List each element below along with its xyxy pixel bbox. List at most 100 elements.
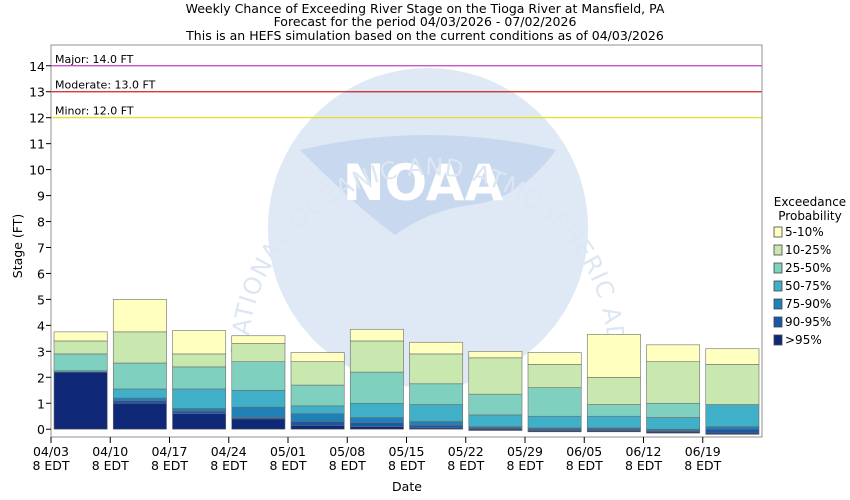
x-tick-label-11: 06/19 bbox=[685, 444, 721, 459]
bar-segment-10-5 bbox=[586, 404, 641, 417]
x-tick-sublabel-4: 8 EDT bbox=[269, 458, 306, 473]
bar-segment-9-4 bbox=[527, 415, 582, 429]
y-tick-label-8: 8 bbox=[37, 215, 45, 230]
legend-label-5: 75-90% bbox=[785, 297, 831, 311]
bar-segment-12-6 bbox=[705, 364, 760, 405]
bar-segment-6-4 bbox=[349, 402, 404, 418]
bar-segment-5-4 bbox=[290, 405, 345, 414]
bar-segment-3-4 bbox=[172, 388, 227, 409]
bar-segment-5-1 bbox=[290, 425, 345, 430]
bar-segment-2-2 bbox=[112, 400, 167, 404]
bars-layer bbox=[53, 299, 760, 435]
legend-label-2: 10-25% bbox=[785, 243, 831, 257]
y-tick-label-11: 11 bbox=[29, 137, 45, 152]
bar-segment-3-6 bbox=[172, 353, 227, 368]
legend-swatch-4 bbox=[773, 280, 783, 292]
legend-swatch-2 bbox=[773, 244, 783, 256]
x-tick-label-1: 04/10 bbox=[92, 444, 128, 459]
bar-segment-6-2 bbox=[349, 422, 404, 427]
threshold-label-3: Minor: 12.0 FT bbox=[55, 105, 134, 118]
y-tick-label-5: 5 bbox=[37, 292, 45, 307]
bar-segment-3-3 bbox=[172, 408, 227, 412]
legend-swatch-6 bbox=[773, 316, 783, 328]
legend-label-1: 5-10% bbox=[785, 225, 824, 239]
bar-segment-1-1 bbox=[53, 371, 108, 430]
bar-segment-10-6 bbox=[586, 376, 641, 405]
legend-label-3: 25-50% bbox=[785, 261, 831, 275]
bar-segment-5-6 bbox=[290, 361, 345, 386]
bar-segment-3-7 bbox=[172, 330, 227, 355]
bar-segment-11-7 bbox=[646, 344, 701, 363]
bar-segment-7-6 bbox=[409, 353, 464, 385]
legend-swatch-5 bbox=[773, 298, 783, 310]
watermark-globe bbox=[268, 68, 588, 388]
y-tick-label-10: 10 bbox=[29, 163, 45, 178]
legend-label-6: 90-95% bbox=[785, 315, 831, 329]
bar-segment-4-4 bbox=[231, 389, 286, 408]
legend-label-4: 50-75% bbox=[785, 279, 831, 293]
x-tick-label-9: 06/05 bbox=[566, 444, 602, 459]
legend-title-1: Exceedance bbox=[774, 195, 846, 209]
bar-segment-4-1 bbox=[231, 418, 286, 430]
y-tick-label-0: 0 bbox=[37, 422, 45, 437]
bar-segment-3-5 bbox=[172, 366, 227, 390]
x-tick-sublabel-0: 8 EDT bbox=[32, 458, 69, 473]
bar-segment-2-5 bbox=[112, 362, 167, 390]
bar-segment-10-4 bbox=[586, 415, 641, 429]
bar-segment-7-7 bbox=[409, 341, 464, 355]
y-tick-label-3: 3 bbox=[37, 344, 45, 359]
bar-segment-7-3 bbox=[409, 421, 464, 426]
bar-segment-5-3 bbox=[290, 413, 345, 422]
legend-swatch-7 bbox=[773, 334, 783, 346]
legend: Exceedance Probability 5-10% 10-25% 25-50%… bbox=[773, 195, 846, 347]
bar-segment-2-4 bbox=[112, 388, 167, 399]
bar-segment-2-6 bbox=[112, 331, 167, 364]
x-tick-sublabel-1: 8 EDT bbox=[92, 458, 129, 473]
x-tick-label-8: 05/29 bbox=[507, 444, 543, 459]
y-tick-label-13: 13 bbox=[29, 85, 45, 100]
y-tick-label-7: 7 bbox=[37, 240, 45, 255]
bar-segment-2-3 bbox=[112, 397, 167, 401]
y-tick-label-6: 6 bbox=[37, 266, 45, 281]
bar-segment-8-6 bbox=[468, 357, 523, 395]
bar-segment-8-7 bbox=[468, 351, 523, 359]
bar-segment-12-7 bbox=[705, 348, 760, 365]
y-tick-label-1: 1 bbox=[37, 396, 45, 411]
legend-swatch-1 bbox=[773, 226, 783, 238]
x-tick-sublabel-6: 8 EDT bbox=[388, 458, 425, 473]
bar-segment-4-3 bbox=[231, 406, 286, 418]
bar-segment-6-6 bbox=[349, 340, 404, 373]
x-tick-label-7: 05/22 bbox=[448, 444, 484, 459]
bar-segment-3-1 bbox=[172, 413, 227, 430]
bar-segment-6-5 bbox=[349, 371, 404, 404]
bar-segment-9-5 bbox=[527, 387, 582, 417]
chart-subtitle: Forecast for the period 04/03/2026 - 07/… bbox=[274, 14, 577, 29]
x-tick-sublabel-3: 8 EDT bbox=[210, 458, 247, 473]
threshold-label-1: Major: 14.0 FT bbox=[55, 53, 134, 66]
bar-segment-10-7 bbox=[586, 334, 641, 378]
bar-segment-5-7 bbox=[290, 352, 345, 363]
bar-segment-6-1 bbox=[349, 426, 404, 430]
bar-segment-4-5 bbox=[231, 361, 286, 391]
bar-segment-1-6 bbox=[53, 340, 108, 355]
x-tick-sublabel-2: 8 EDT bbox=[151, 458, 188, 473]
watermark-logo: NOAA bbox=[343, 154, 504, 212]
bar-segment-7-5 bbox=[409, 383, 464, 405]
bar-segment-11-5 bbox=[646, 402, 701, 418]
bar-segment-4-7 bbox=[231, 335, 286, 344]
bar-segment-4-6 bbox=[231, 343, 286, 363]
x-axis-label: Date bbox=[392, 479, 422, 494]
bar-segment-2-1 bbox=[112, 402, 167, 430]
bar-segment-1-5 bbox=[53, 353, 108, 372]
bar-segment-12-2 bbox=[705, 428, 760, 434]
bar-segment-2-7 bbox=[112, 299, 167, 333]
bar-segment-6-7 bbox=[349, 328, 404, 342]
x-tick-sublabel-7: 8 EDT bbox=[447, 458, 484, 473]
watermark-bird bbox=[300, 135, 556, 235]
x-tick-label-4: 05/01 bbox=[270, 444, 306, 459]
x-tick-sublabel-8: 8 EDT bbox=[506, 458, 543, 473]
y-tick-label-14: 14 bbox=[29, 59, 45, 74]
bar-segment-3-2 bbox=[172, 410, 227, 414]
